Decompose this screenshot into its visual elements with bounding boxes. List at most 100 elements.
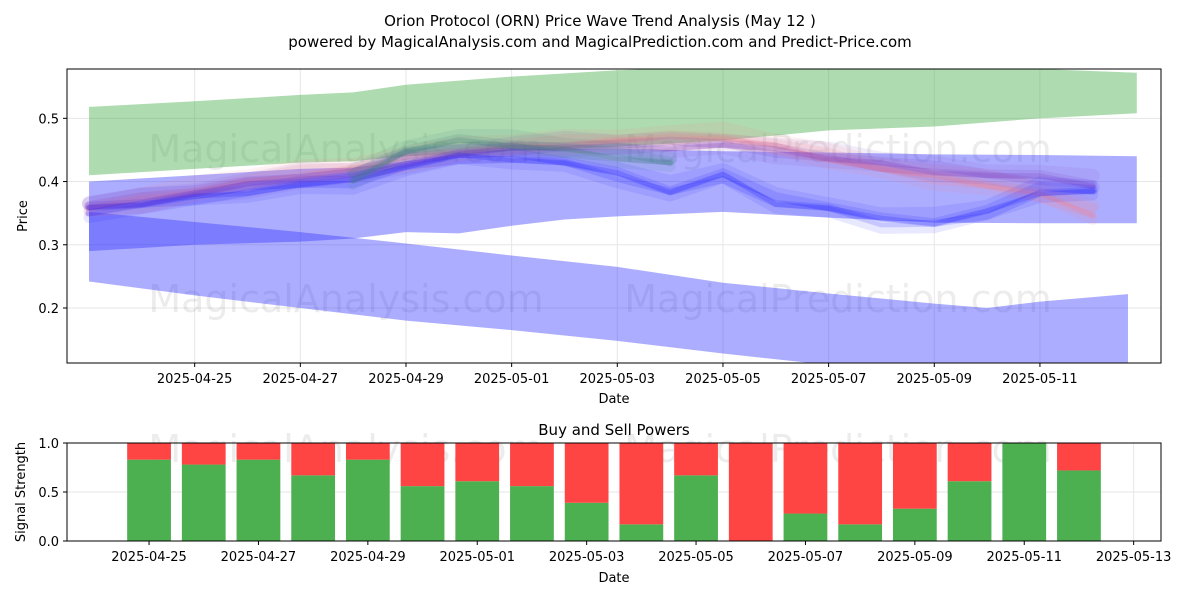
price-y-axis-label: Price <box>16 200 31 232</box>
sell-bar <box>236 443 281 460</box>
buy-bar <box>291 475 336 541</box>
sell-bar <box>783 443 828 514</box>
x-tick-label: 2025-05-07 <box>791 372 867 387</box>
x-tick-label: 2025-05-11 <box>1002 372 1078 387</box>
buy-bar <box>127 459 171 541</box>
price-wave-line <box>86 142 1096 210</box>
buy-bar <box>1002 443 1047 541</box>
buy-bar <box>510 486 554 541</box>
price-wave-line <box>84 147 1098 228</box>
signal-x-axis: 2025-04-25 2025-04-27 2025-04-29 2025-05-01… <box>111 541 1171 565</box>
price-wave-line <box>83 153 1099 234</box>
buy-bar <box>947 481 992 541</box>
sell-bar <box>619 443 664 525</box>
sell-bar <box>728 443 773 541</box>
price-wave-line <box>83 136 1099 225</box>
buy-bar <box>181 464 226 541</box>
chart-title: Orion Protocol (ORN) Price Wave Trend An… <box>384 12 816 30</box>
sell-bar <box>1057 443 1101 471</box>
price-wave-line <box>349 142 674 184</box>
x-tick-label: 2025-05-09 <box>896 372 972 387</box>
price-watermarks: MagicalAnalysis.com MagicalPrediction.co… <box>148 127 1051 321</box>
y-tick-label: 1.0 <box>38 437 59 452</box>
buy-bar <box>345 459 390 541</box>
buy-bar <box>455 481 500 541</box>
x-tick-label: 2025-05-01 <box>474 372 550 387</box>
price-wave-line <box>86 133 1096 219</box>
y-tick-label: 0.0 <box>38 535 59 550</box>
x-tick-label: 2025-05-03 <box>549 550 625 565</box>
signal-y-axis-label: Signal Strength <box>14 442 29 542</box>
price-wave-line <box>84 136 1098 211</box>
buy-bar <box>1057 470 1101 541</box>
watermark-magicalprediction: MagicalPrediction.com <box>624 127 1052 171</box>
x-tick-label: 2025-04-27 <box>263 372 339 387</box>
price-grid <box>67 69 1161 363</box>
price-wave-line <box>346 129 678 178</box>
sell-bar <box>674 443 718 476</box>
buy-bar <box>892 508 937 541</box>
price-plot-frame <box>66 68 1162 364</box>
price-band <box>89 211 1128 363</box>
x-tick-label: 2025-05-05 <box>685 372 761 387</box>
price-wave-line <box>350 137 673 184</box>
price-waves <box>82 121 1100 234</box>
x-tick-label: 2025-05-03 <box>580 372 656 387</box>
price-wave-line <box>85 140 1097 217</box>
price-x-axis-label: Date <box>598 392 629 407</box>
y-tick-label: 0.3 <box>38 239 59 254</box>
sell-bar <box>291 443 336 476</box>
signal-y-axis: 0.0 0.5 1.0 <box>38 437 67 550</box>
price-wave-line <box>82 130 1100 211</box>
sell-bar <box>181 443 226 465</box>
buy-bar <box>236 459 281 541</box>
price-band <box>89 148 1137 252</box>
price-wave-line <box>85 134 1097 219</box>
price-wave-line <box>84 130 1098 213</box>
price-wave-line <box>82 142 1100 222</box>
x-tick-label: 2025-04-27 <box>221 550 297 565</box>
y-tick-label: 0.2 <box>38 302 59 317</box>
sell-bar <box>510 443 554 487</box>
sell-bar <box>892 443 937 509</box>
x-tick-label: 2025-05-13 <box>1096 550 1172 565</box>
y-tick-label: 0.4 <box>38 176 59 191</box>
signal-bars <box>127 443 1101 541</box>
price-x-axis: 2025-04-25 2025-04-27 2025-04-29 2025-05-01… <box>157 363 1078 387</box>
sell-bar <box>127 443 171 460</box>
sell-bar <box>345 443 390 460</box>
price-bands <box>89 69 1137 363</box>
x-tick-label: 2025-05-05 <box>658 550 734 565</box>
price-wave-line <box>348 134 675 178</box>
x-tick-label: 2025-04-25 <box>111 550 187 565</box>
x-tick-label: 2025-04-29 <box>368 372 444 387</box>
x-tick-label: 2025-04-25 <box>157 372 233 387</box>
buy-bar <box>619 524 664 541</box>
sell-bar <box>947 443 992 482</box>
buy-bar <box>674 475 718 541</box>
price-y-axis: 0.2 0.3 0.4 0.5 <box>38 112 67 317</box>
y-tick-label: 0.5 <box>38 112 59 127</box>
x-tick-label: 2025-05-01 <box>439 550 515 565</box>
x-tick-label: 2025-05-09 <box>877 550 953 565</box>
price-band <box>89 69 1137 176</box>
price-wave-line <box>83 143 1099 217</box>
buy-bar <box>783 513 828 541</box>
buy-bar <box>400 486 445 541</box>
sell-bar <box>564 443 609 503</box>
buy-bar <box>838 524 883 541</box>
price-wave-line <box>86 152 1096 227</box>
watermark-magicalanalysis: MagicalAnalysis.com <box>148 127 543 171</box>
buy-bar <box>564 502 609 541</box>
price-wave-line <box>82 121 1100 213</box>
sell-bar <box>838 443 883 525</box>
sell-bar <box>455 443 500 482</box>
x-tick-label: 2025-05-11 <box>986 550 1062 565</box>
price-wave-line <box>347 144 676 191</box>
sell-bar <box>400 443 445 487</box>
x-tick-label: 2025-04-29 <box>330 550 406 565</box>
signal-x-axis-label: Date <box>598 571 629 586</box>
watermark-magicalanalysis: MagicalAnalysis.com <box>148 277 543 321</box>
chart-subtitle: powered by MagicalAnalysis.com and Magic… <box>288 33 912 51</box>
